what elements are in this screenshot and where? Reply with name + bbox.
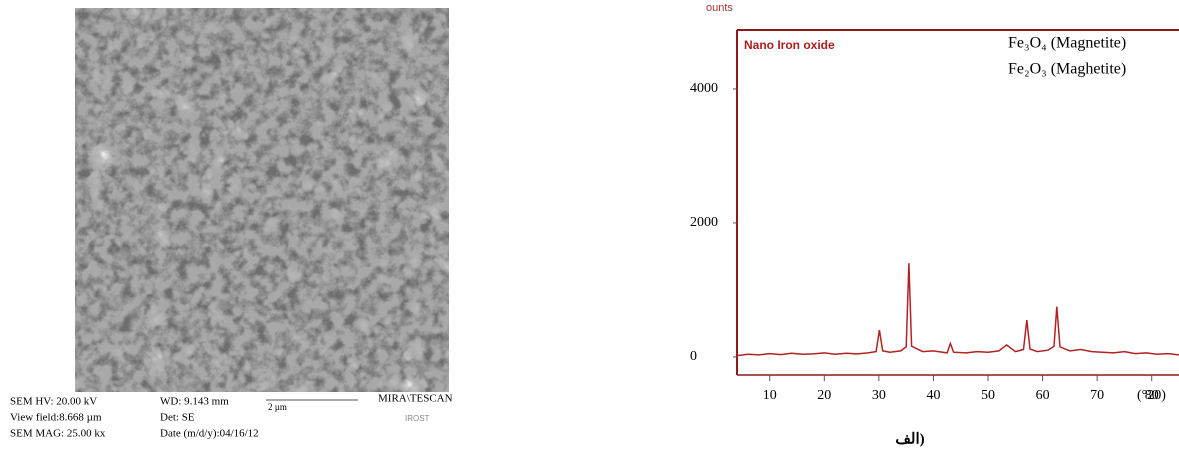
x-axis-label: (°20): [1137, 388, 1166, 403]
caption: الف): [895, 431, 924, 447]
x-tick-label: 60: [1036, 388, 1050, 403]
data-line: [737, 263, 1179, 356]
sem-info: SEM HV: 20.00 kV View field:8.668 µm SEM…: [10, 393, 453, 440]
sem-label: SEM MAG: 25.00 kx: [10, 428, 106, 440]
y-tick-label: 2000: [690, 215, 718, 230]
sem-label: View field:8.668 µm: [10, 412, 102, 424]
x-tick-label: 50: [981, 388, 995, 403]
x-tick-label: 40: [926, 388, 940, 403]
sem-image: [75, 8, 449, 392]
y-axis-label: ounts: [706, 2, 733, 14]
annotation: Nano Iron oxide: [744, 38, 835, 52]
sem-label: MIRA\TESCAN: [378, 393, 453, 405]
x-tick-label: 70: [1090, 388, 1104, 403]
sem-label: Det: SE: [160, 412, 195, 424]
annotation: Fe₂O₃ (Maghetite): [1008, 61, 1126, 78]
sem-label: SEM HV: 20.00 kV: [10, 396, 97, 408]
y-tick-label: 0: [690, 349, 697, 364]
sem-label: IROST: [405, 414, 430, 423]
annotation: Fe₃O₄ (Magnetite): [1008, 35, 1126, 52]
x-tick-label: 10: [763, 388, 777, 403]
sem-label: WD: 9.143 mm: [160, 396, 229, 408]
y-tick-label: 4000: [690, 81, 718, 96]
x-tick-label: 30: [872, 388, 886, 403]
scale-label: 2 µm: [268, 402, 287, 412]
sem-label: Date (m/d/y):04/16/12: [160, 428, 259, 440]
x-tick-label: 20: [817, 388, 831, 403]
figure: SEM HV: 20.00 kV View field:8.668 µm SEM…: [0, 0, 1179, 457]
